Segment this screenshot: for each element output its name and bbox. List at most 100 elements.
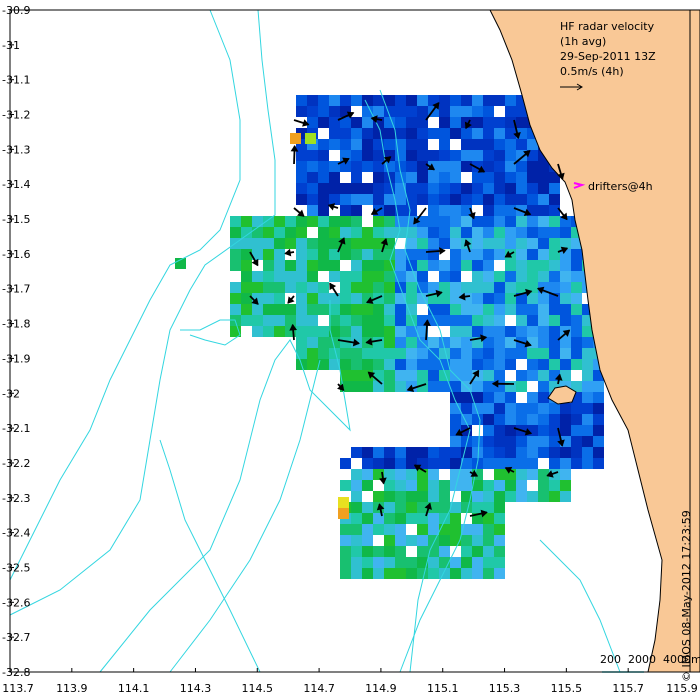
velocity-cell <box>538 227 549 238</box>
velocity-cell <box>340 480 351 491</box>
velocity-cell <box>417 150 428 161</box>
velocity-cell <box>505 95 516 106</box>
velocity-cell <box>395 568 406 579</box>
velocity-cell <box>450 194 461 205</box>
velocity-cell <box>340 249 351 260</box>
velocity-cell <box>395 447 406 458</box>
velocity-cell <box>351 216 362 227</box>
velocity-cell <box>450 337 461 348</box>
velocity-cell <box>417 183 428 194</box>
velocity-cell <box>340 348 351 359</box>
velocity-cell <box>593 414 604 425</box>
velocity-cell <box>351 293 362 304</box>
velocity-cell <box>450 260 461 271</box>
velocity-cell <box>439 480 450 491</box>
velocity-cell <box>505 403 516 414</box>
velocity-cell <box>274 260 285 271</box>
velocity-cell <box>351 128 362 139</box>
velocity-cell <box>406 282 417 293</box>
velocity-cell <box>406 348 417 359</box>
velocity-cell <box>252 315 263 326</box>
velocity-cell <box>461 304 472 315</box>
velocity-cell <box>351 557 362 568</box>
velocity-cell <box>505 436 516 447</box>
velocity-cell <box>373 447 384 458</box>
velocity-cell <box>395 315 406 326</box>
velocity-cell <box>362 271 373 282</box>
velocity-cell <box>340 293 351 304</box>
velocity-cell <box>340 128 351 139</box>
velocity-cell <box>373 557 384 568</box>
velocity-cell <box>450 161 461 172</box>
velocity-cell <box>428 183 439 194</box>
velocity-cell <box>406 172 417 183</box>
velocity-cell <box>538 403 549 414</box>
velocity-cell <box>582 359 593 370</box>
velocity-cell <box>450 205 461 216</box>
velocity-arrow <box>288 296 294 303</box>
velocity-cell <box>538 304 549 315</box>
velocity-cell <box>582 403 593 414</box>
velocity-cell <box>362 260 373 271</box>
velocity-cell <box>340 458 351 469</box>
velocity-cell <box>274 315 285 326</box>
velocity-cell <box>472 282 483 293</box>
velocity-cell <box>307 304 318 315</box>
velocity-cell <box>494 95 505 106</box>
velocity-cell <box>340 546 351 557</box>
velocity-cell <box>461 139 472 150</box>
velocity-cell <box>505 183 516 194</box>
velocity-cell <box>571 403 582 414</box>
velocity-cell <box>384 315 395 326</box>
velocity-cell <box>505 238 516 249</box>
velocity-cell <box>395 491 406 502</box>
velocity-cell <box>307 238 318 249</box>
velocity-cell <box>307 95 318 106</box>
velocity-cell <box>406 557 417 568</box>
contour-4000m <box>170 360 320 672</box>
velocity-cell <box>351 381 362 392</box>
velocity-cell <box>406 370 417 381</box>
velocity-cell <box>395 359 406 370</box>
velocity-cell <box>384 557 395 568</box>
velocity-cell <box>560 403 571 414</box>
velocity-cell <box>450 304 461 315</box>
velocity-cell <box>450 447 461 458</box>
velocity-cell <box>439 458 450 469</box>
velocity-cell <box>538 381 549 392</box>
velocity-cell <box>329 172 340 183</box>
velocity-arrow <box>294 120 308 126</box>
velocity-cell <box>395 128 406 139</box>
velocity-cell <box>472 194 483 205</box>
velocity-cell <box>241 304 252 315</box>
velocity-cell <box>296 260 307 271</box>
velocity-cell <box>384 348 395 359</box>
velocity-cell <box>263 326 274 337</box>
velocity-cell <box>373 227 384 238</box>
velocity-cell <box>582 447 593 458</box>
velocity-cell <box>362 106 373 117</box>
velocity-cell <box>406 293 417 304</box>
x-tick-label: 113.7 <box>2 682 34 695</box>
velocity-cell <box>296 348 307 359</box>
velocity-cell <box>428 150 439 161</box>
velocity-cell <box>527 370 538 381</box>
velocity-cell <box>241 315 252 326</box>
velocity-cell <box>571 414 582 425</box>
velocity-cell <box>241 238 252 249</box>
velocity-cell <box>384 524 395 535</box>
y-tick-label: -31.3 <box>2 143 30 156</box>
velocity-cell <box>252 304 263 315</box>
velocity-cell <box>560 315 571 326</box>
velocity-cell <box>527 403 538 414</box>
velocity-cell <box>494 502 505 513</box>
velocity-cell <box>494 491 505 502</box>
velocity-cell <box>516 249 527 260</box>
y-tick-label: -32.2 <box>2 457 30 470</box>
velocity-cell <box>516 469 527 480</box>
velocity-cell <box>428 260 439 271</box>
velocity-cell <box>305 133 316 144</box>
velocity-cell <box>439 502 450 513</box>
velocity-cell <box>329 183 340 194</box>
velocity-cell <box>428 447 439 458</box>
